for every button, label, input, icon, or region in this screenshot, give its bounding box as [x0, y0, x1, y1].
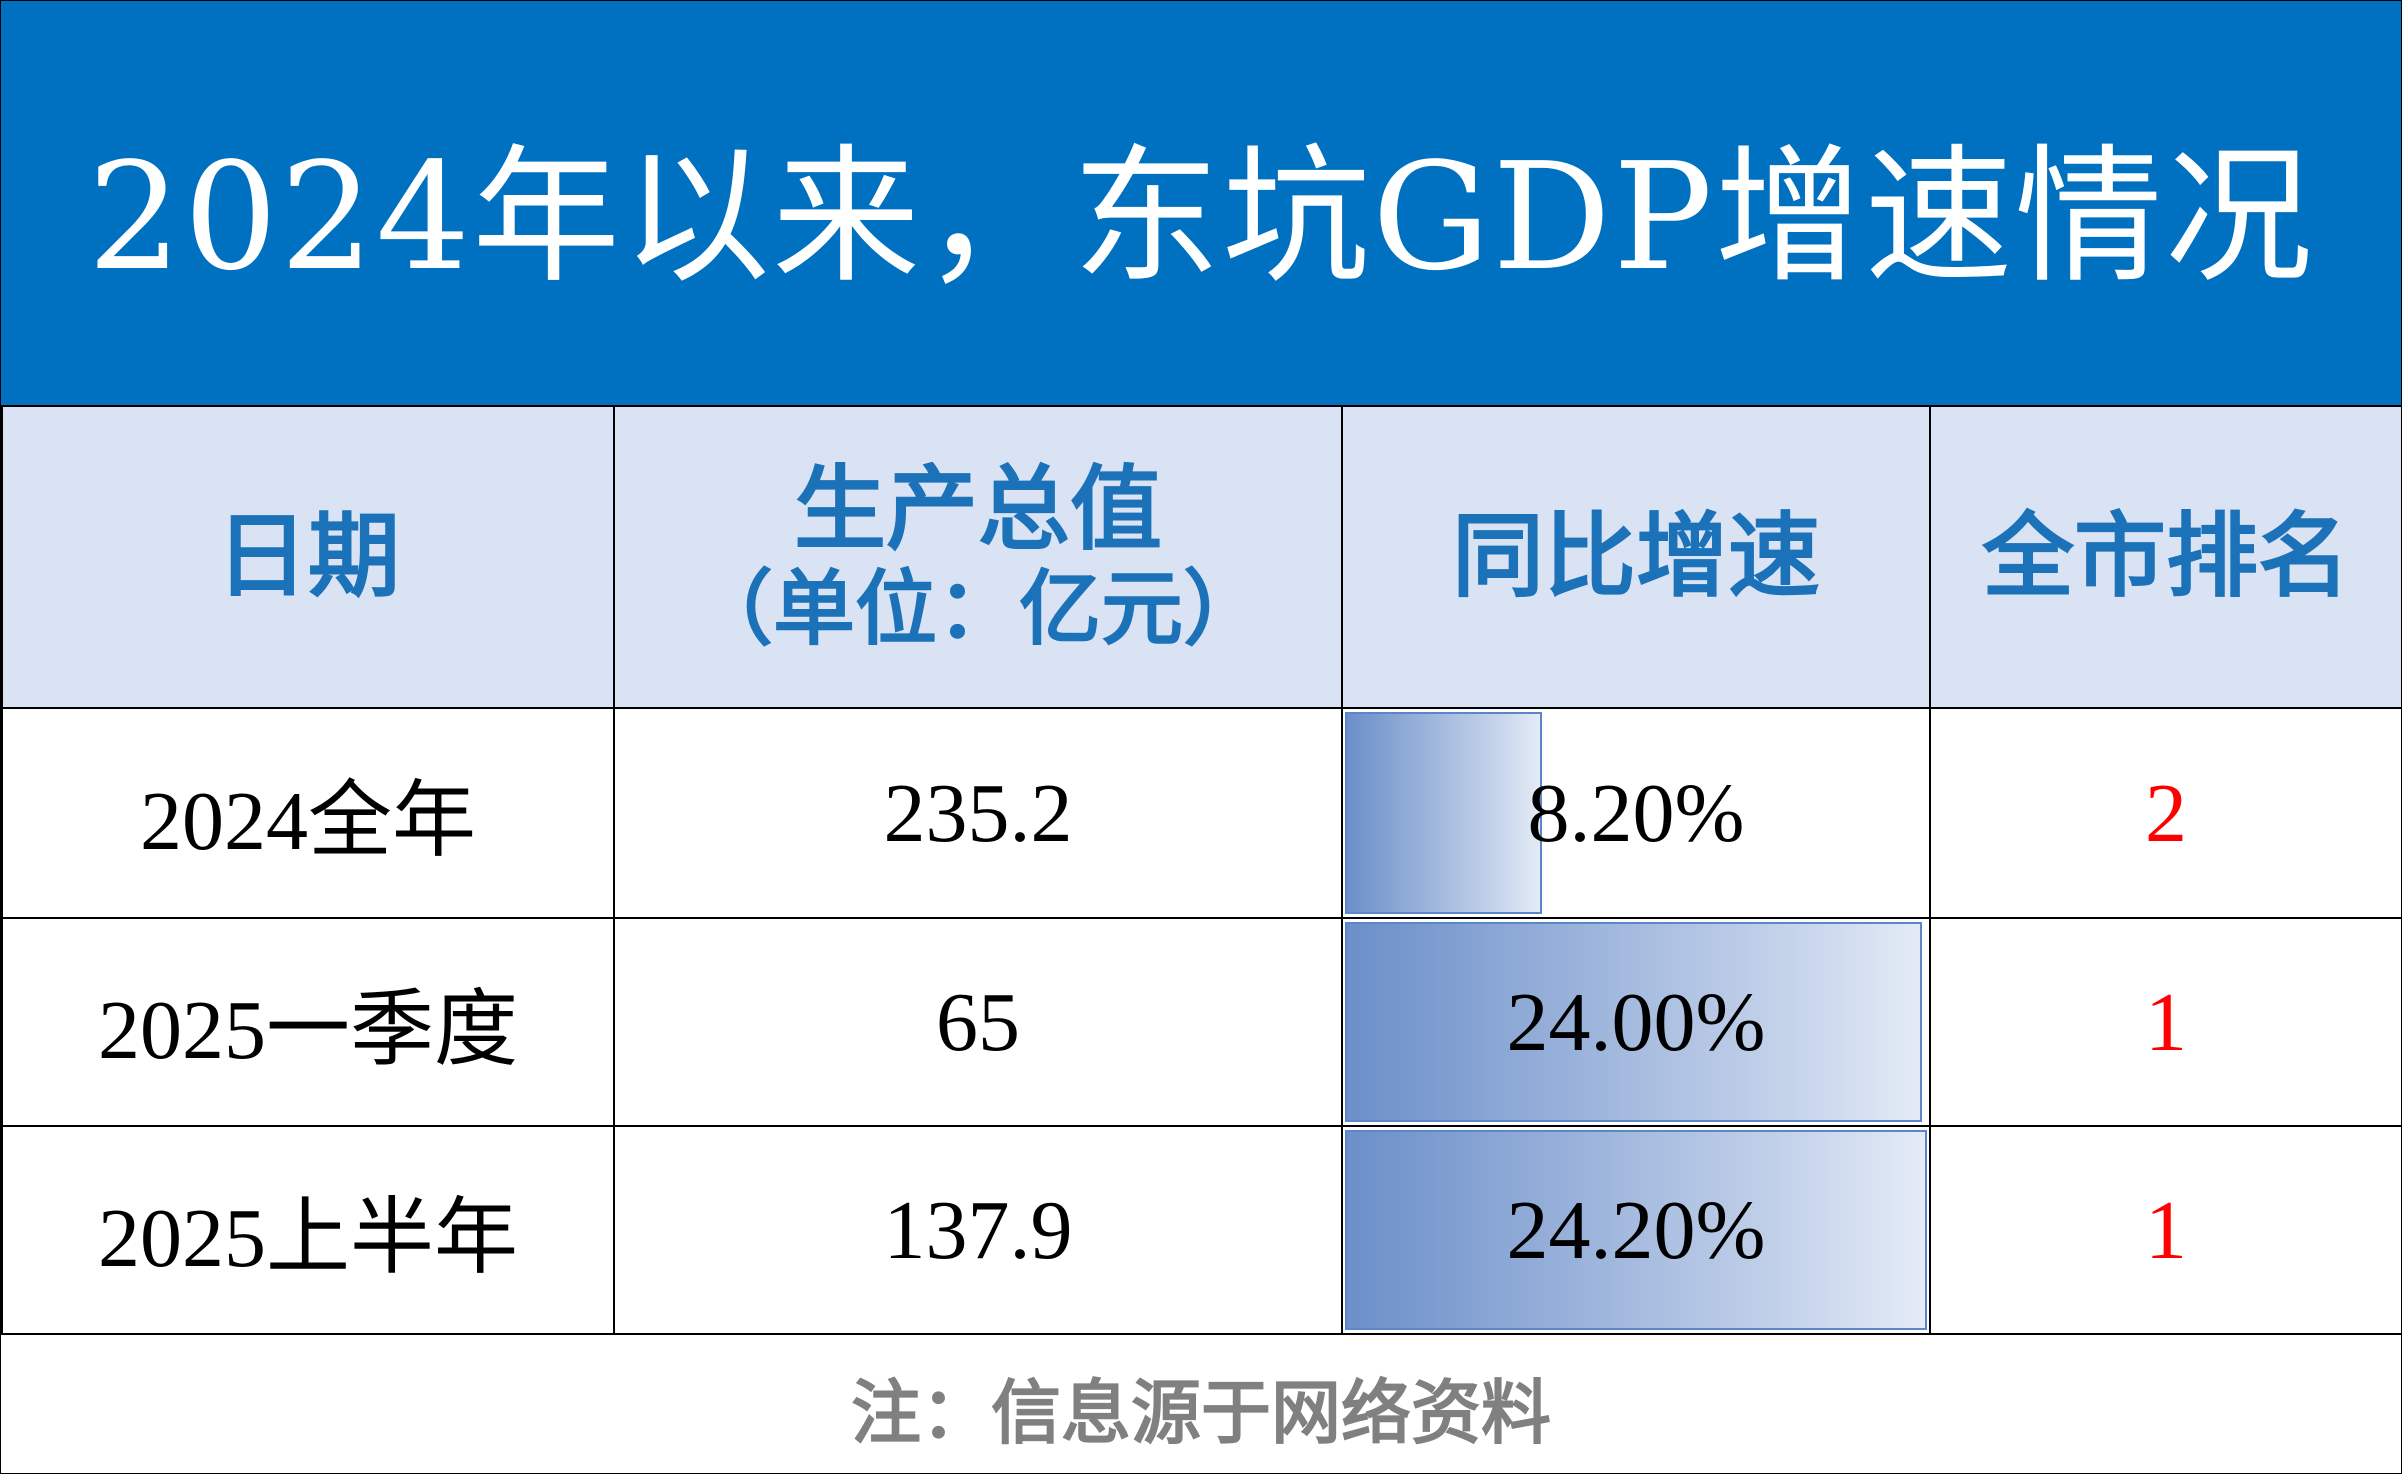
growth-bar [1345, 922, 1922, 1122]
table-row: 2024全年 235.2 8.20% 2 [1, 707, 2402, 919]
cell-rank: 1 [1929, 1125, 2402, 1335]
cell-gdp: 235.2 [613, 707, 1343, 919]
growth-label: 8.20% [1527, 766, 1745, 860]
footnote: 注：信息源于网络资料 [851, 1371, 1551, 1454]
cell-date: 2025一季度 [1, 917, 615, 1127]
header-gdp-label: 生产总值 [793, 455, 1162, 563]
cell-growth: 8.20% [1341, 707, 1931, 919]
header-gdp-unit: （单位：亿元） [690, 561, 1265, 657]
cell-growth: 24.20% [1341, 1125, 1931, 1335]
cell-growth: 24.00% [1341, 917, 1931, 1127]
header-gdp: 生产总值 （单位：亿元） [613, 405, 1343, 709]
cell-gdp: 65 [613, 917, 1343, 1127]
cell-gdp: 137.9 [613, 1125, 1343, 1335]
cell-rank: 2 [1929, 707, 2402, 919]
header-row: 日期 生产总值 （单位：亿元） 同比增速 全市排名 [1, 405, 2402, 709]
table-row: 2025上半年 137.9 24.20% 1 [1, 1125, 2402, 1335]
cell-date: 2024全年 [1, 707, 615, 919]
growth-bar [1345, 712, 1542, 914]
gdp-growth-table: 日期 生产总值 （单位：亿元） 同比增速 全市排名 2024全年 235.2 8… [1, 405, 2402, 1335]
cell-rank: 1 [1929, 917, 2402, 1127]
header-rank: 全市排名 [1929, 405, 2402, 709]
table-title: 2024年以来，东坑GDP增速情况 [1, 1, 2401, 405]
header-date: 日期 [1, 405, 615, 709]
growth-label: 24.20% [1506, 1183, 1766, 1277]
growth-label: 24.00% [1506, 975, 1766, 1069]
header-growth: 同比增速 [1341, 405, 1931, 709]
cell-date: 2025上半年 [1, 1125, 615, 1335]
table-row: 2025一季度 65 24.00% 1 [1, 917, 2402, 1127]
growth-bar [1345, 1130, 1927, 1330]
